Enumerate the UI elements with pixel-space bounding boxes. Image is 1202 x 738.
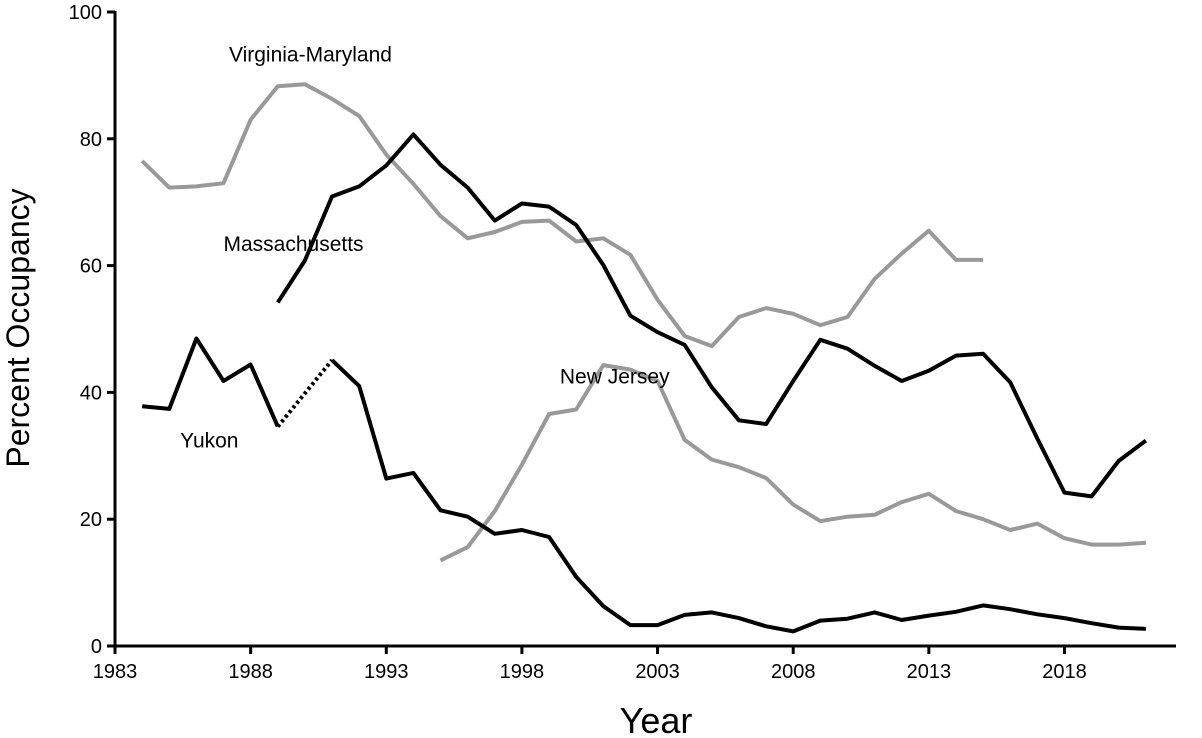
x-tick-label-2018: 2018 — [1042, 661, 1087, 683]
series-label-new-jersey: New Jersey — [560, 366, 670, 389]
series-line-yukon — [141, 336, 1146, 634]
x-tick-label-1998: 1998 — [500, 661, 545, 683]
y-tick-label-100: 100 — [69, 2, 102, 24]
annotations: Virginia-Maryland Massachusetts New Jersey… — [180, 43, 670, 452]
series-line-new-jersey — [439, 363, 1147, 563]
y-axis-title: Percent Occupancy — [0, 188, 36, 467]
x-tick-label-2003: 2003 — [635, 661, 680, 683]
y-tick-label-80: 80 — [80, 129, 102, 151]
x-tick-label-1988: 1988 — [228, 661, 273, 683]
y-tick-label-20: 20 — [80, 509, 102, 531]
ticks: 0 20 40 60 80 100 1983 1988 1993 1998 2003 2008 2013… — [69, 2, 1087, 683]
series-line-virginia-maryland — [140, 82, 984, 349]
y-tick-label-60: 60 — [80, 256, 102, 278]
y-tick-label-40: 40 — [80, 382, 102, 404]
series-label-virginia-maryland: Virginia-Maryland — [229, 43, 392, 66]
axes — [113, 11, 1176, 648]
x-tick-label-2008: 2008 — [771, 661, 816, 683]
x-axis-title: Year — [620, 700, 693, 738]
y-tick-label-0: 0 — [91, 636, 102, 658]
series-label-massachusetts: Massachusetts — [224, 233, 364, 256]
x-tick-label-1983: 1983 — [93, 661, 138, 683]
x-tick-label-1993: 1993 — [364, 661, 409, 683]
series-gap-yukon — [276, 358, 334, 428]
x-tick-label-2013: 2013 — [907, 661, 952, 683]
series-line-massachusetts — [276, 132, 1148, 499]
plot-lines — [140, 82, 1148, 634]
series-label-yukon: Yukon — [180, 430, 238, 453]
